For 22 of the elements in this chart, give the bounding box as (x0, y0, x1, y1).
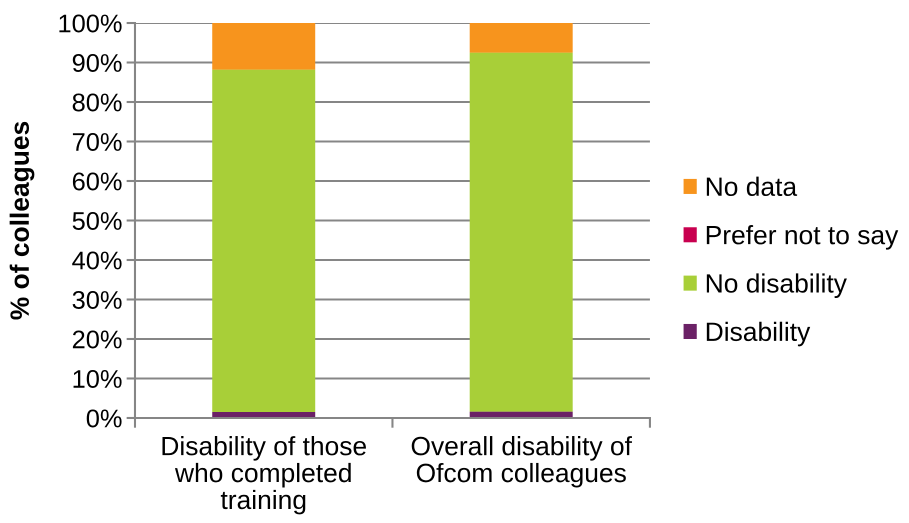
y-axis-title: % of colleagues (10, 122, 34, 320)
legend-label: Disability (706, 322, 810, 346)
y-tick-label: 10% (74, 370, 122, 388)
y-tick-label: 40% (72, 251, 122, 270)
legend-label: No data (706, 176, 798, 196)
legend-label: No disability (706, 273, 847, 298)
y-tick-label: 20% (72, 330, 122, 348)
bar (212, 23, 316, 70)
y-tick-label: 60% (72, 172, 122, 190)
y-tick-label: 30% (72, 290, 122, 309)
y-tick-label: 90% (72, 54, 122, 72)
x-tick-label: Disability of those who completed training (162, 436, 366, 514)
y-tick-label: 100% (59, 14, 122, 32)
y-tick-label: 80% (72, 93, 122, 112)
bar (470, 52, 573, 412)
y-tick-label: 70% (72, 132, 122, 151)
x-tick-label: Overall disability of Ofcom colleagues (412, 436, 632, 488)
bar (470, 23, 573, 53)
y-tick-label: 50% (72, 212, 122, 230)
legend-label: Prefer not to say (706, 225, 898, 250)
y-tick-label: 0% (86, 409, 122, 428)
bar (212, 70, 316, 412)
